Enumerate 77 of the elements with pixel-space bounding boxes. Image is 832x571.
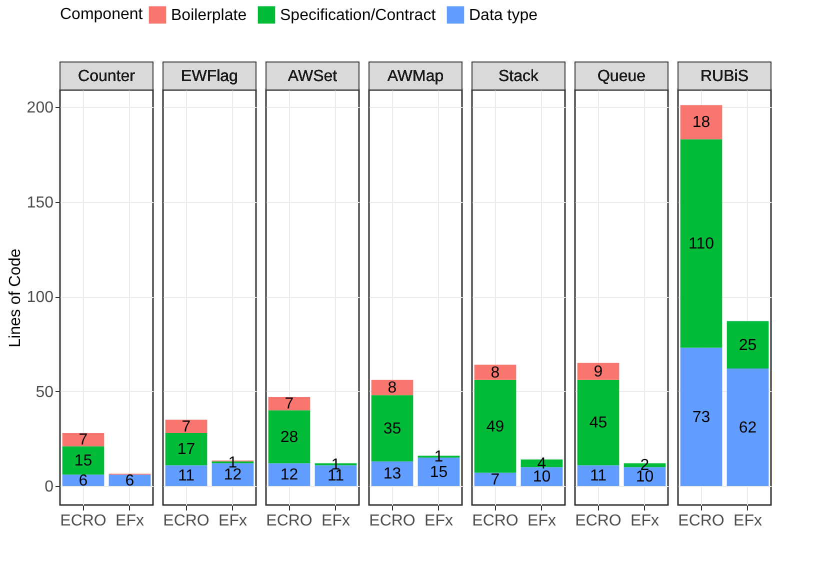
x-tick-label: ECRO bbox=[575, 512, 622, 530]
y-axis-title: Lines of Code bbox=[6, 248, 24, 348]
bar bbox=[726, 321, 769, 369]
data-label: 11 bbox=[590, 468, 607, 485]
y-tick-label: 200 bbox=[26, 100, 54, 117]
data-label: 15 bbox=[430, 464, 448, 481]
data-label: 49 bbox=[486, 418, 504, 436]
data-label: 8 bbox=[388, 380, 397, 397]
bar bbox=[474, 472, 516, 486]
bar bbox=[680, 105, 722, 140]
bar bbox=[726, 368, 769, 486]
data-label: 8 bbox=[490, 364, 500, 382]
data-label: 17 bbox=[177, 441, 196, 458]
bar bbox=[165, 432, 208, 466]
bar bbox=[577, 380, 620, 466]
x-tick-label: ECRO bbox=[60, 512, 106, 530]
data-label: 15 bbox=[74, 452, 92, 470]
x-tick-label: ECRO bbox=[266, 512, 312, 530]
bar bbox=[577, 465, 620, 486]
x-tick-label: ECRO bbox=[369, 512, 416, 530]
x-tick-label: ECRO bbox=[472, 512, 518, 530]
y-tick-label: 0 bbox=[44, 478, 54, 496]
data-label: 7 bbox=[284, 396, 294, 413]
bar bbox=[165, 465, 208, 486]
legend-label: Data type bbox=[469, 6, 538, 24]
x-tick-label: EFx bbox=[424, 512, 453, 530]
data-label: 11 bbox=[178, 468, 195, 485]
bar bbox=[371, 395, 414, 462]
bar bbox=[62, 432, 104, 446]
legend-label: Specification/Contract bbox=[280, 6, 436, 24]
bar bbox=[680, 348, 722, 486]
data-label: 7 bbox=[490, 471, 500, 488]
data-label: 6 bbox=[125, 472, 134, 490]
x-tick-label: EFx bbox=[630, 512, 659, 530]
x-tick-label: ECRO bbox=[678, 512, 724, 530]
bar bbox=[371, 461, 414, 486]
data-label: 10 bbox=[532, 468, 551, 486]
x-tick-label: EFx bbox=[734, 512, 762, 530]
y-tick-label: 150 bbox=[26, 194, 54, 212]
chart-title: Counter bbox=[78, 68, 136, 85]
data-label: 110 bbox=[688, 235, 714, 252]
chart-title: AWMap bbox=[387, 68, 444, 85]
data-label: 35 bbox=[383, 420, 402, 438]
data-label: 7 bbox=[78, 432, 88, 449]
data-label: 73 bbox=[692, 408, 710, 426]
legend-label: Boilerplate bbox=[171, 6, 247, 24]
data-label: 25 bbox=[738, 336, 757, 354]
bar bbox=[680, 139, 722, 348]
data-label: 6 bbox=[78, 472, 88, 490]
data-label: 28 bbox=[280, 428, 298, 446]
x-tick-label: EFx bbox=[322, 512, 350, 530]
bar bbox=[474, 380, 516, 473]
bar bbox=[577, 362, 620, 380]
data-label: 62 bbox=[738, 419, 757, 436]
bar bbox=[268, 463, 310, 486]
chart-title: Stack bbox=[498, 68, 540, 85]
chart-title: RUBiS bbox=[700, 68, 749, 85]
chart-title: Queue bbox=[597, 68, 646, 85]
x-tick-label: ECRO bbox=[163, 512, 210, 530]
x-tick-label: EFx bbox=[528, 512, 556, 530]
bar bbox=[165, 420, 208, 433]
y-tick-label: 100 bbox=[26, 289, 54, 306]
y-tick-label: 50 bbox=[36, 384, 54, 401]
legend-title: Component bbox=[60, 6, 144, 23]
bar bbox=[268, 396, 310, 410]
chart-title: AWSet bbox=[288, 68, 338, 85]
data-label: 7 bbox=[182, 418, 191, 436]
data-label: 9 bbox=[594, 363, 603, 380]
x-tick-label: EFx bbox=[218, 512, 247, 530]
bar bbox=[62, 446, 104, 475]
chart-title: EWFlag bbox=[181, 68, 238, 85]
data-label: 45 bbox=[589, 414, 608, 432]
data-label: 13 bbox=[383, 466, 402, 483]
x-tick-label: EFx bbox=[116, 512, 144, 530]
data-label: 12 bbox=[280, 466, 298, 484]
data-label: 18 bbox=[692, 114, 710, 132]
bar bbox=[268, 410, 310, 464]
